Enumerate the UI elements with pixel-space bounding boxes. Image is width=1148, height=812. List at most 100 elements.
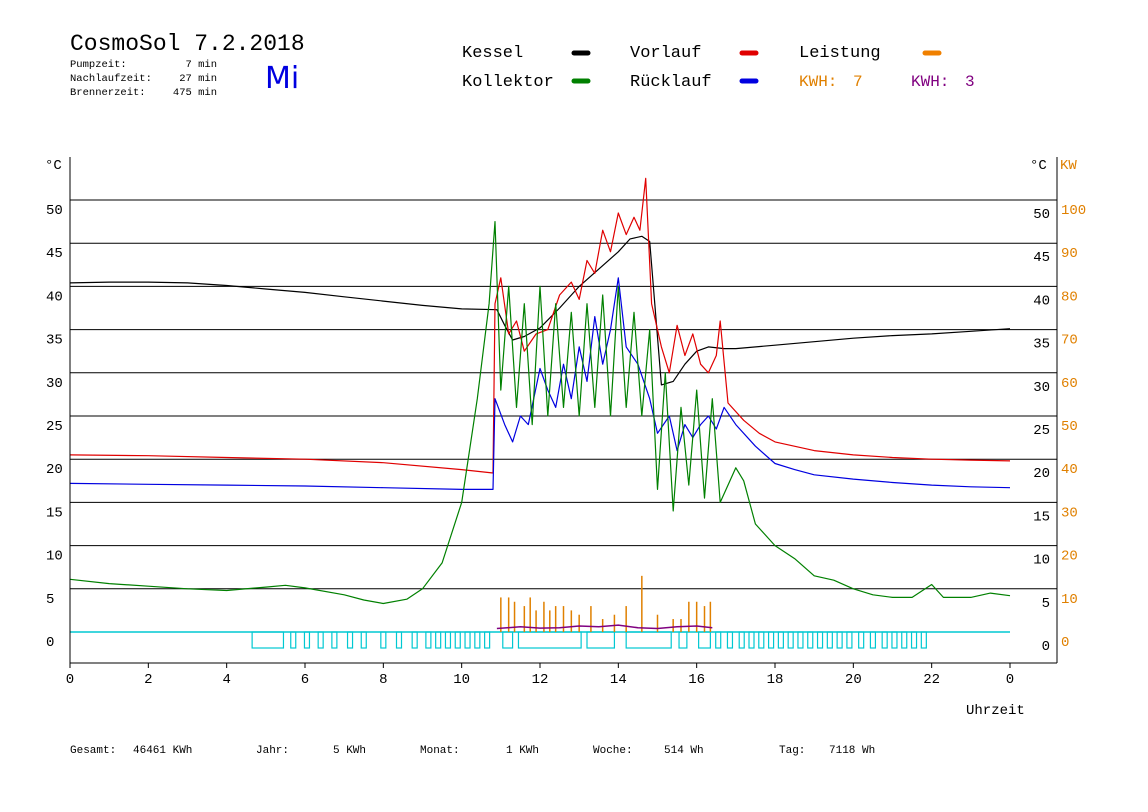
y-tick-right-10: 10 (1033, 553, 1050, 569)
kwh-line (496, 624, 713, 630)
y-tick-left-50: 50 (46, 203, 63, 219)
x-tick-8: 16 (688, 672, 705, 688)
burner-pulse-26 (816, 631, 824, 649)
burner-pulse-32 (881, 631, 888, 649)
burner-pulse-35 (910, 631, 918, 649)
y-tick-right-25: 25 (1033, 423, 1050, 439)
brennerzeit-label: Brennerzeit: (70, 87, 146, 99)
x-tick-0: 0 (66, 672, 74, 688)
x-tick-11: 22 (923, 672, 940, 688)
woche-label: Woche: (593, 745, 633, 757)
y-tick-left-30: 30 (46, 376, 63, 392)
y-tick-right-30: 30 (1033, 380, 1050, 396)
x-tick-9: 18 (767, 672, 784, 688)
series-lines (69, 177, 1011, 605)
burner-pulse-13 (464, 631, 471, 649)
gesamt-label: Gesamt: (70, 745, 116, 757)
burner-pulse-25 (807, 631, 814, 649)
y-tick-left-15: 15 (46, 505, 63, 521)
y2-tick-40: 40 (1061, 462, 1078, 478)
kwh-label-orange: KWH: (799, 73, 837, 91)
jahr-value: 5 KWh (333, 745, 366, 757)
monat-label: Monat: (420, 745, 460, 757)
x-tick-2: 4 (222, 672, 230, 688)
x-tick-3: 6 (301, 672, 309, 688)
leistung-bars (496, 575, 713, 632)
woche-value: 514 Wh (664, 745, 704, 757)
burner-on-period-0 (251, 631, 285, 649)
burner-pulse-9 (425, 631, 432, 649)
x-tick-12: 0 (1006, 672, 1014, 688)
y-left-unit: °C (45, 158, 62, 174)
series-line-kessel (69, 235, 1011, 386)
burner-on-period-4 (625, 631, 672, 649)
burner-pulse-34 (901, 631, 908, 649)
y-tick-left-20: 20 (46, 462, 63, 478)
burner-pulse-20 (758, 631, 765, 649)
legend-label-vorlauf: Vorlauf (630, 44, 701, 63)
energy-totals: Gesamt: 46461 KWh Jahr: 5 KWh Monat: 1 K… (70, 745, 875, 757)
burner-pulse-22 (777, 631, 784, 649)
burner-pulse-6 (380, 631, 387, 649)
y-tick-right-45: 45 (1033, 250, 1050, 266)
burner-on-period-3 (586, 631, 616, 649)
y-tick-right-5: 5 (1042, 596, 1050, 612)
y-right-unit: °C (1030, 158, 1047, 174)
y-tick-right-35: 35 (1033, 337, 1050, 353)
y-tick-left-10: 10 (46, 549, 63, 565)
burner-pulse-4 (346, 631, 354, 649)
burner-pulse-10 (435, 631, 442, 649)
nachlaufzeit-label: Nachlaufzeit: (70, 73, 152, 85)
burner-pulse-19 (748, 631, 755, 649)
tag-value: 7118 Wh (829, 745, 875, 757)
legend-label-kollektor: Kollektor (462, 73, 554, 92)
y-tick-right-0: 0 (1042, 639, 1050, 655)
nachlaufzeit-value: 27 min (179, 73, 217, 85)
kwh-value-orange: 7 (853, 73, 863, 91)
y-tick-left-45: 45 (46, 246, 63, 262)
x-tick-1: 2 (144, 672, 152, 688)
kwh-value-purple: 3 (965, 73, 975, 91)
legend: Kessel Vorlauf Leistung Kollektor Rückla… (462, 44, 975, 92)
burner-pulse-12 (454, 631, 461, 649)
y-tick-right-50: 50 (1033, 207, 1050, 223)
burner-pulse-21 (767, 631, 775, 649)
y-tick-right-20: 20 (1033, 466, 1050, 482)
burner-pulse-36 (920, 631, 927, 649)
burner-pulse-11 (444, 631, 452, 649)
y-tick-left-40: 40 (46, 289, 63, 305)
day-label: Mi (265, 61, 299, 96)
burner-pulse-2 (317, 631, 324, 649)
jahr-label: Jahr: (256, 745, 289, 757)
burner-pulse-7 (395, 631, 403, 649)
y-tick-right-15: 15 (1033, 509, 1050, 525)
series-line-ruecklauf (69, 277, 1011, 490)
x-tick-6: 12 (532, 672, 549, 688)
burner-pulse-5 (360, 631, 367, 649)
pumpzeit-label: Pumpzeit: (70, 59, 127, 71)
y2-tick-10: 10 (1061, 592, 1078, 608)
tag-label: Tag: (779, 745, 805, 757)
y2-tick-80: 80 (1061, 289, 1078, 305)
burner-pulse-15 (484, 631, 491, 649)
y2-tick-30: 30 (1061, 505, 1078, 521)
chart-title: CosmoSol 7.2.2018 (70, 31, 305, 57)
y2-tick-90: 90 (1061, 246, 1078, 262)
x-axis-title: Uhrzeit (966, 703, 1025, 719)
burner-pulse-3 (331, 631, 338, 649)
y-tick-left-0: 0 (46, 635, 54, 651)
y-tick-left-5: 5 (46, 592, 54, 608)
y2-tick-50: 50 (1061, 419, 1078, 435)
y2-tick-20: 20 (1061, 549, 1078, 565)
grid (70, 199, 1057, 590)
burner-pulse-29 (846, 631, 853, 649)
burner-on-period-1 (502, 631, 514, 649)
brennerzeit-value: 475 min (173, 87, 217, 99)
burner-pulse-31 (869, 631, 877, 649)
burner-indicator (70, 631, 1010, 649)
series-line-kollektor (69, 221, 1011, 605)
pumpzeit-value: 7 min (185, 59, 217, 71)
burner-pulse-0 (290, 631, 297, 649)
